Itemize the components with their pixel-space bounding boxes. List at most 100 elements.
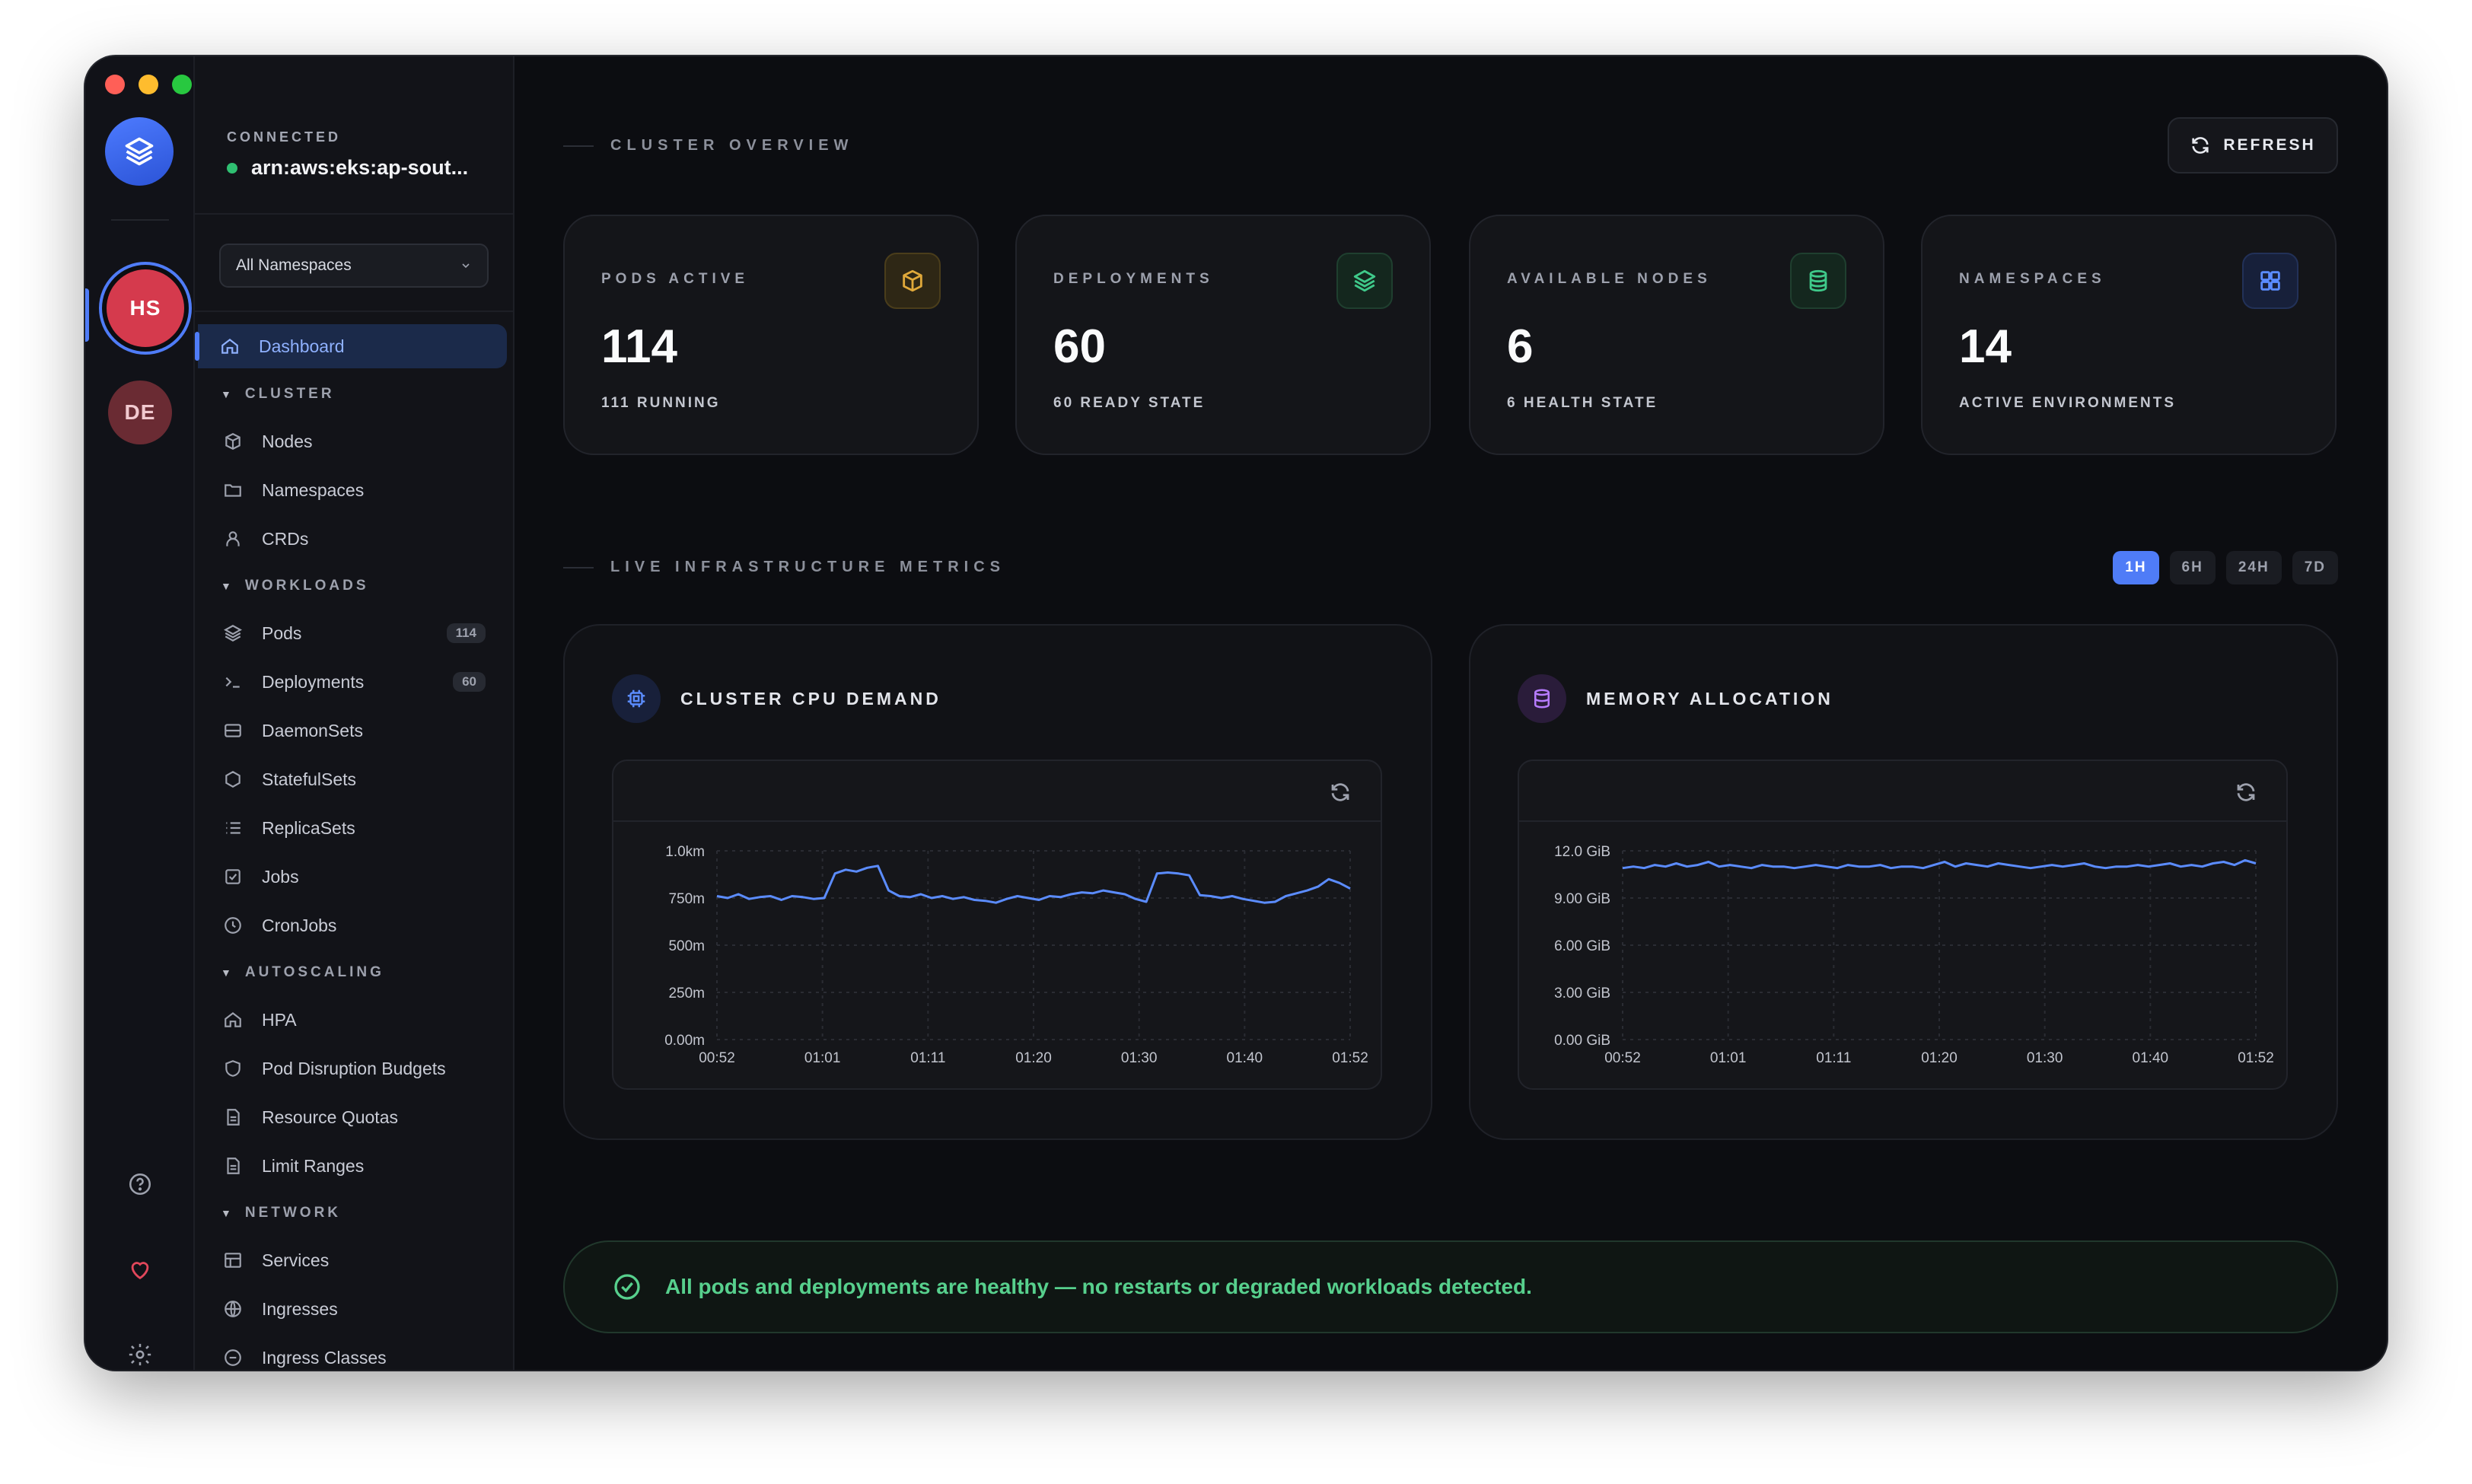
section-cluster[interactable]: ▼ CLUSTER — [195, 371, 513, 417]
refresh-icon[interactable] — [1329, 781, 1352, 804]
folder-icon — [222, 479, 244, 501]
range-6h-button[interactable]: 6H — [2169, 551, 2216, 584]
server-icon — [222, 720, 244, 741]
cluster-overview-heading: CLUSTER OVERVIEW — [563, 137, 853, 154]
series-line — [716, 865, 1351, 904]
range-7d-button[interactable]: 7D — [2292, 551, 2338, 584]
stat-value: 60 — [1053, 320, 1106, 373]
section-autoscaling[interactable]: ▼ AUTOSCALING — [195, 950, 513, 995]
sidebar-item-ingresses[interactable]: Ingresses — [195, 1285, 513, 1333]
namespace-select[interactable]: All Namespaces — [219, 244, 489, 288]
sidebar-item-namespaces[interactable]: Namespaces — [195, 466, 513, 514]
stat-subtext: 60 READY STATE — [1053, 395, 1206, 411]
database-icon — [1518, 674, 1566, 723]
sidebar-item-pod-disruption-budgets[interactable]: Pod Disruption Budgets — [195, 1044, 513, 1093]
section-title: LIVE INFRASTRUCTURE METRICS — [610, 559, 1005, 575]
x-tick-label: 01:20 — [1921, 1050, 1958, 1066]
namespace-select-value: All Namespaces — [236, 256, 352, 274]
section-workloads[interactable]: ▼ WORKLOADS — [195, 563, 513, 609]
minimize-window-button[interactable] — [139, 75, 158, 94]
layers-icon — [125, 137, 154, 166]
grid-icon — [2242, 253, 2298, 309]
range-24h-button[interactable]: 24H — [2225, 551, 2282, 584]
close-window-button[interactable] — [105, 75, 125, 94]
metrics-heading: LIVE INFRASTRUCTURE METRICS — [563, 559, 1005, 576]
stat-subtext: ACTIVE ENVIRONMENTS — [1959, 395, 2177, 411]
clock-icon — [222, 915, 244, 936]
sidebar-item-label: Namespaces — [262, 479, 365, 500]
stat-card-nodes[interactable]: AVAILABLE NODES 6 6 HEALTH STATE — [1469, 215, 1884, 455]
x-tick-label: 01:40 — [2133, 1050, 2169, 1066]
section-network[interactable]: ▼ NETWORK — [195, 1190, 513, 1236]
y-tick-label: 0.00m — [664, 1033, 705, 1049]
refresh-icon — [2192, 137, 2209, 154]
sidebar-item-crds[interactable]: CRDs — [195, 514, 513, 563]
document-icon — [222, 1107, 244, 1128]
cpu-icon — [612, 674, 661, 723]
memory-line-chart: 12.0 GiB 9.00 GiB 6.00 GiB 3.00 GiB 0.00 GiB… — [1554, 844, 2274, 1066]
y-tick-label: 1.0km — [665, 844, 705, 860]
x-tick-label: 00:52 — [1604, 1050, 1641, 1066]
stat-card-namespaces[interactable]: NAMESPACES 14 ACTIVE ENVIRONMENTS — [1921, 215, 2337, 455]
sidebar-item-limit-ranges[interactable]: Limit Ranges — [195, 1142, 513, 1190]
sidebar-item-label: CRDs — [262, 528, 309, 549]
sidebar-item-nodes[interactable]: Nodes — [195, 417, 513, 466]
x-tick-label: 01:11 — [1816, 1050, 1851, 1066]
app-logo[interactable] — [105, 117, 174, 186]
sidebar-item-label: Pod Disruption Budgets — [262, 1058, 446, 1078]
stat-value: 114 — [601, 320, 678, 373]
caret-down-icon: ▼ — [221, 580, 234, 592]
sidebar-item-label: Ingress Classes — [262, 1347, 387, 1368]
sidebar-item-jobs[interactable]: Jobs — [195, 852, 513, 901]
cluster-name[interactable]: arn:aws:eks:ap-sout... — [251, 156, 469, 179]
help-icon[interactable] — [125, 1169, 155, 1199]
settings-icon[interactable] — [125, 1339, 155, 1370]
panel-title: CLUSTER CPU DEMAND — [680, 688, 941, 709]
sidebar-item-deployments[interactable]: Deployments 60 — [195, 658, 513, 706]
x-tick-label: 01:20 — [1015, 1050, 1052, 1066]
stat-value: 6 — [1507, 320, 1534, 373]
x-tick-label: 01:30 — [1121, 1050, 1158, 1066]
memory-chart: 12.0 GiB 9.00 GiB 6.00 GiB 3.00 GiB 0.00 GiB… — [1518, 760, 2288, 1090]
stat-card-pods[interactable]: PODS ACTIVE 114 111 RUNNING — [563, 215, 979, 455]
refresh-button[interactable]: REFRESH — [2168, 117, 2338, 174]
sidebar-item-cronjobs[interactable]: CronJobs — [195, 901, 513, 950]
sidebar-nav: Dashboard ▼ CLUSTER Nodes Namespaces CRD… — [195, 312, 513, 1370]
stat-card-deployments[interactable]: DEPLOYMENTS 60 60 READY STATE — [1015, 215, 1431, 455]
stat-value: 14 — [1959, 320, 2012, 373]
workspace-avatar-de[interactable]: DE — [108, 381, 172, 444]
sidebar-item-pods[interactable]: Pods 114 — [195, 609, 513, 658]
workspace-avatar-hs[interactable]: HS — [107, 269, 184, 347]
layers-icon — [222, 623, 244, 644]
section-label: WORKLOADS — [244, 578, 369, 594]
sidebar-item-resource-quotas[interactable]: Resource Quotas — [195, 1093, 513, 1142]
x-tick-label: 01:11 — [910, 1050, 945, 1066]
heart-icon[interactable] — [125, 1254, 155, 1285]
x-tick-label: 01:52 — [2238, 1050, 2274, 1066]
layers-icon — [1336, 253, 1393, 309]
sidebar-item-replicasets[interactable]: ReplicaSets — [195, 804, 513, 852]
sidebar-item-ingress-classes[interactable]: Ingress Classes — [195, 1333, 513, 1370]
refresh-icon[interactable] — [2235, 781, 2257, 804]
x-tick-label: 01:01 — [804, 1050, 841, 1066]
sidebar-item-hpa[interactable]: HPA — [195, 995, 513, 1044]
range-1h-button[interactable]: 1H — [2113, 551, 2159, 584]
stat-subtext: 6 HEALTH STATE — [1507, 395, 1658, 411]
main-content: CLUSTER OVERVIEW REFRESH PODS ACTIVE 114… — [514, 56, 2387, 1370]
stat-subtext: 111 RUNNING — [601, 395, 721, 411]
sidebar-item-dashboard[interactable]: Dashboard — [195, 324, 507, 368]
y-tick-label: 6.00 GiB — [1554, 938, 1610, 954]
active-workspace-indicator — [85, 288, 89, 342]
sidebar-item-services[interactable]: Services — [195, 1236, 513, 1285]
sidebar-item-daemonsets[interactable]: DaemonSets — [195, 706, 513, 755]
maximize-window-button[interactable] — [172, 75, 192, 94]
sidebar-item-statefulsets[interactable]: StatefulSets — [195, 755, 513, 804]
sidebar-item-label: HPA — [262, 1009, 297, 1030]
globe-icon — [222, 1298, 244, 1320]
section-label: AUTOSCALING — [244, 964, 384, 980]
caret-down-icon: ▼ — [221, 388, 234, 400]
time-range-selector: 1H 6H 24H 7D — [2113, 551, 2338, 584]
route-icon — [222, 1347, 244, 1368]
section-label: NETWORK — [244, 1205, 342, 1221]
